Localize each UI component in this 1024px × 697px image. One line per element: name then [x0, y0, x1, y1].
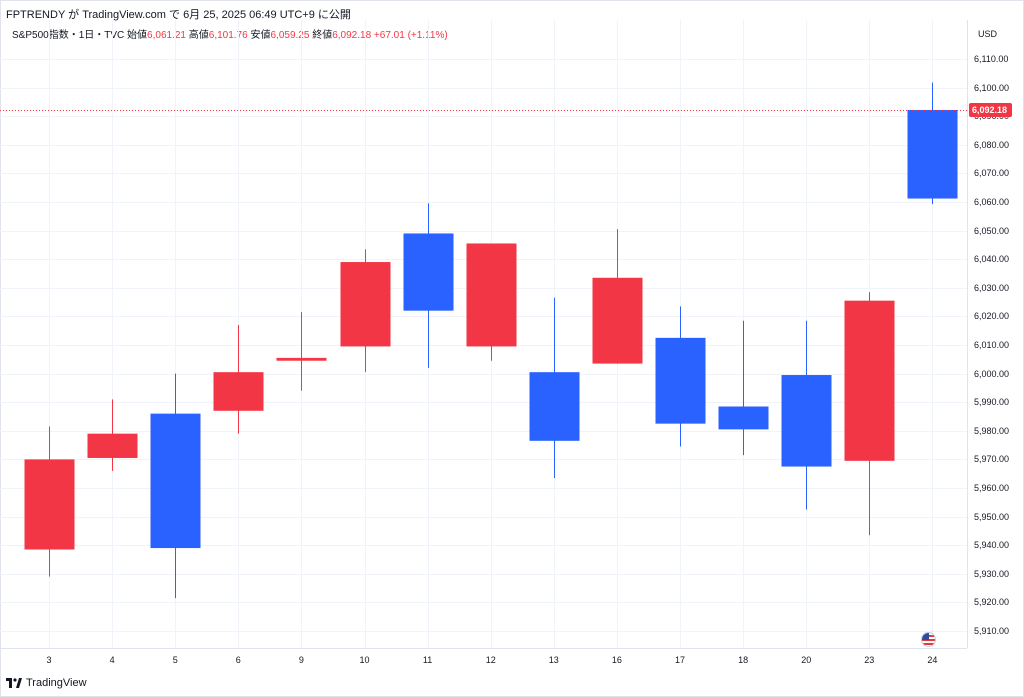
- low-label: 安値: [250, 30, 271, 41]
- open-value: 6,061.21: [147, 30, 186, 41]
- tradingview-logo-icon: [6, 678, 22, 688]
- open-label: 始値: [127, 30, 148, 41]
- time-tick-label: 17: [675, 655, 685, 665]
- high-value: 6,101.76: [208, 30, 248, 41]
- time-tick-label: 24: [927, 655, 937, 665]
- time-axis[interactable]: 3 4 5 6 9 10 11 12 13 16 17 18 20 23 24: [46, 655, 937, 665]
- symbol-label[interactable]: S&P500指数・1日・TVC: [12, 30, 125, 41]
- candle-12[interactable]: [466, 243, 517, 361]
- time-tick-label: 9: [299, 655, 304, 665]
- high-label: 高値: [188, 30, 209, 41]
- price-tick-label: 6,050.00: [974, 226, 1009, 236]
- candle-23[interactable]: [844, 292, 895, 536]
- candle-body: [24, 459, 75, 550]
- price-tick-label: 6,030.00: [974, 283, 1009, 293]
- price-tick-label: 6,110.00: [974, 54, 1008, 64]
- price-tick-label: 6,010.00: [974, 340, 1009, 350]
- close-value: 6,092.18: [332, 30, 372, 41]
- candle-body: [276, 357, 327, 361]
- footer-brand-label: TradingView: [26, 677, 87, 689]
- candle-body: [844, 300, 895, 461]
- time-tick-label: 3: [46, 655, 51, 665]
- price-tick-label: 5,970.00: [974, 454, 1009, 464]
- price-tick-label: 6,020.00: [974, 311, 1009, 321]
- time-tick-label: 5: [173, 655, 178, 665]
- price-tick-label: 5,960.00: [974, 483, 1009, 493]
- time-tick-label: 23: [864, 655, 874, 665]
- candle-13[interactable]: [529, 297, 580, 478]
- price-tick-label: 5,920.00: [974, 597, 1009, 607]
- price-tick-label: 5,950.00: [974, 512, 1009, 522]
- close-label: 終値: [312, 30, 333, 41]
- price-tick-label: 6,000.00: [974, 369, 1009, 379]
- candle-16[interactable]: [592, 229, 643, 364]
- candle-3[interactable]: [24, 426, 75, 577]
- time-tick-label: 13: [549, 655, 559, 665]
- candle-17[interactable]: [655, 306, 706, 447]
- price-tick-label: 5,980.00: [974, 426, 1009, 436]
- candle-body: [529, 372, 580, 441]
- candle-6[interactable]: [213, 324, 264, 434]
- last-price-badge: [969, 102, 1012, 117]
- price-tick-label: 6,040.00: [974, 254, 1009, 264]
- candle-body: [718, 406, 769, 430]
- change-value: +67.01 (+1.11%): [373, 30, 448, 41]
- candle-18[interactable]: [718, 320, 769, 456]
- us-flag-icon[interactable]: [921, 632, 936, 647]
- time-tick-label: 18: [738, 655, 748, 665]
- price-tick-label: 5,930.00: [974, 569, 1009, 579]
- candles: [24, 82, 958, 599]
- time-tick-label: 4: [110, 655, 115, 665]
- candle-5[interactable]: [150, 373, 201, 599]
- time-tick-label: 16: [612, 655, 622, 665]
- last-price-label: 6,092.18: [972, 105, 1007, 115]
- candle-body: [213, 372, 264, 411]
- candle-20[interactable]: [781, 320, 832, 510]
- published-info: FPTRENDY が TradingView.com で 6月 25, 2025…: [6, 9, 351, 21]
- candle-body: [340, 262, 391, 347]
- candle-body: [592, 277, 643, 364]
- time-tick-label: 10: [359, 655, 369, 665]
- price-tick-label: 6,070.00: [974, 168, 1009, 178]
- candle-10[interactable]: [340, 249, 391, 373]
- time-tick-label: 12: [486, 655, 496, 665]
- last-price-marker: 6,092.18: [0, 102, 1012, 117]
- candle-body: [781, 375, 832, 467]
- time-tick-label: 11: [423, 655, 432, 665]
- candle-4[interactable]: [87, 399, 138, 471]
- candle-body: [87, 433, 138, 458]
- ohlc-legend: S&P500指数・1日・TVC 始値6,061.21 高値6,101.76 安値…: [12, 26, 448, 41]
- price-tick-label: 5,990.00: [974, 397, 1009, 407]
- price-tick-label: 6,100.00: [974, 83, 1009, 93]
- price-tick-label: 5,910.00: [974, 626, 1009, 636]
- price-tick-label: 6,060.00: [974, 197, 1009, 207]
- price-tick-label: 6,080.00: [974, 140, 1009, 150]
- candle-11[interactable]: [403, 203, 454, 368]
- candle-body: [466, 243, 517, 347]
- candle-body: [403, 233, 454, 311]
- low-value: 6,059.25: [270, 30, 310, 41]
- candle-body: [907, 109, 958, 199]
- price-tick-label: 5,940.00: [974, 540, 1009, 550]
- candle-24[interactable]: [907, 82, 958, 205]
- currency-label[interactable]: USD: [978, 29, 998, 39]
- footer-branding: TradingView: [6, 677, 87, 689]
- price-axis[interactable]: 5,910.00 5,920.00 5,930.00 5,940.00 5,950.00…: [974, 54, 1009, 636]
- candle-9[interactable]: [276, 312, 327, 391]
- time-tick-label: 6: [236, 655, 241, 665]
- time-tick-label: 20: [801, 655, 811, 665]
- candle-body: [150, 413, 201, 549]
- candle-body: [655, 337, 706, 424]
